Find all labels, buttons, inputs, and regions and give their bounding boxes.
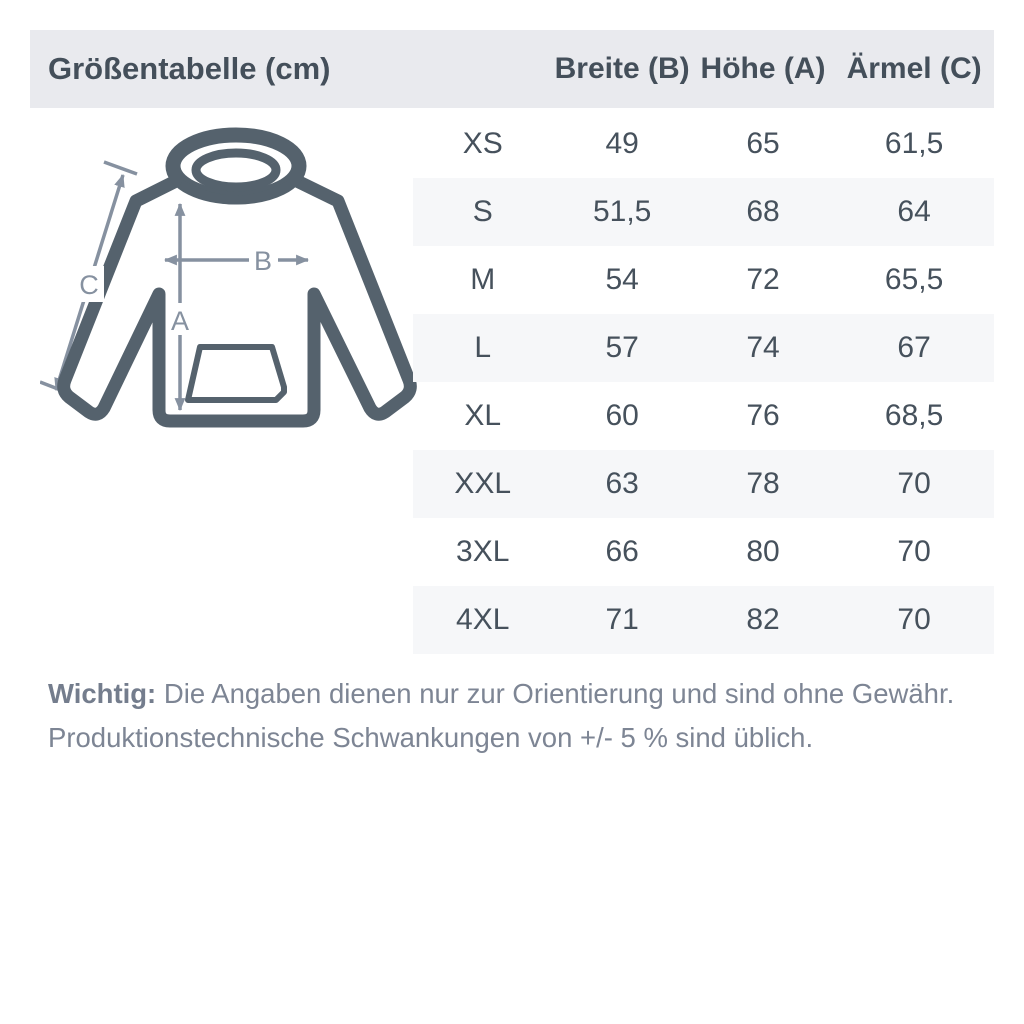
hood-inner-ring: [191, 148, 281, 192]
size-cell: XL: [464, 399, 502, 432]
disclaimer-line-1: Wichtig: Die Angaben dienen nur zur Orie…: [48, 672, 988, 716]
table-header-row: Breite (B) Höhe (A) Ärmel (C): [413, 30, 994, 108]
table-row: 3XL 66 80 70: [413, 518, 994, 586]
size-cell: L: [474, 331, 492, 364]
aermel-cell: 67: [897, 331, 931, 364]
table-row: 4XL 71 82 70: [413, 586, 994, 654]
sleeve-column-header: Ärmel (C): [846, 52, 982, 85]
breite-cell: 57: [605, 331, 639, 364]
aermel-cell: 70: [897, 467, 931, 500]
disclaimer-text: Wichtig: Die Angaben dienen nur zur Orie…: [48, 672, 988, 760]
table-row: L 57 74 67: [413, 314, 994, 382]
size-cell: S: [472, 195, 493, 228]
hoehe-cell: 78: [746, 467, 780, 500]
breite-cell: 49: [605, 127, 639, 160]
aermel-cell: 61,5: [884, 127, 944, 160]
hood-lip: [178, 180, 294, 205]
size-cell: 4XL: [456, 603, 510, 636]
pocket: [185, 344, 287, 403]
dim-c-tick-top: [103, 160, 138, 176]
size-table: XS 49 65 61,5 S 51,5 68 64 M 54 72 65,5 L 57 74 67 XL 60 7…: [413, 110, 994, 654]
aermel-cell: 68,5: [884, 399, 944, 432]
aermel-cell: 64: [897, 195, 931, 228]
breite-cell: 63: [605, 467, 639, 500]
aermel-cell: 70: [897, 535, 931, 568]
dim-b-label-bg: [249, 244, 278, 276]
hoehe-cell: 76: [746, 399, 780, 432]
hoodie-measurement-diagram: A B C: [40, 127, 417, 428]
hoehe-cell: 82: [746, 603, 780, 636]
breite-cell: 71: [605, 603, 639, 636]
aermel-cell: 70: [897, 603, 931, 636]
size-chart-header-bar: Größentabelle (cm) Breite (B) Höhe (A) Ä…: [30, 30, 994, 108]
dim-a-label: A: [171, 306, 189, 336]
disclaimer-line-2: Produktionstechnische Schwankungen von +…: [48, 722, 814, 753]
size-column-header: [413, 30, 552, 108]
size-cell: 3XL: [456, 535, 510, 568]
dim-c-label-bg: [74, 266, 104, 302]
breite-cell: 60: [605, 399, 639, 432]
dim-c-label: C: [79, 270, 99, 300]
hoehe-cell: 65: [746, 127, 780, 160]
height-column-header: Höhe (A): [700, 52, 826, 85]
hoodie-body-outline: [57, 174, 417, 428]
table-row: XL 60 76 68,5: [413, 382, 994, 450]
dim-a-label-bg: [166, 303, 194, 335]
size-cell: XS: [462, 127, 503, 160]
size-cell: M: [470, 263, 496, 296]
breite-cell: 54: [605, 263, 639, 296]
aermel-cell: 65,5: [884, 263, 944, 296]
hoehe-cell: 80: [746, 535, 780, 568]
width-column-header: Breite (B): [554, 52, 690, 85]
table-row: XS 49 65 61,5: [413, 110, 994, 178]
breite-cell: 51,5: [592, 195, 652, 228]
disclaimer-bold-word: Wichtig:: [48, 678, 157, 709]
page-title: Größentabelle (cm): [48, 51, 331, 86]
hoehe-cell: 68: [746, 195, 780, 228]
breite-cell: 66: [605, 535, 639, 568]
disclaimer-line-1-text: Die Angaben dienen nur zur Orientierung …: [156, 678, 955, 709]
table-row: S 51,5 68 64: [413, 178, 994, 246]
table-row: XXL 63 78 70: [413, 450, 994, 518]
hoehe-cell: 72: [746, 263, 780, 296]
size-cell: XXL: [454, 467, 512, 500]
table-row: M 54 72 65,5: [413, 246, 994, 314]
hoehe-cell: 74: [746, 331, 780, 364]
dim-b-label: B: [254, 246, 272, 276]
